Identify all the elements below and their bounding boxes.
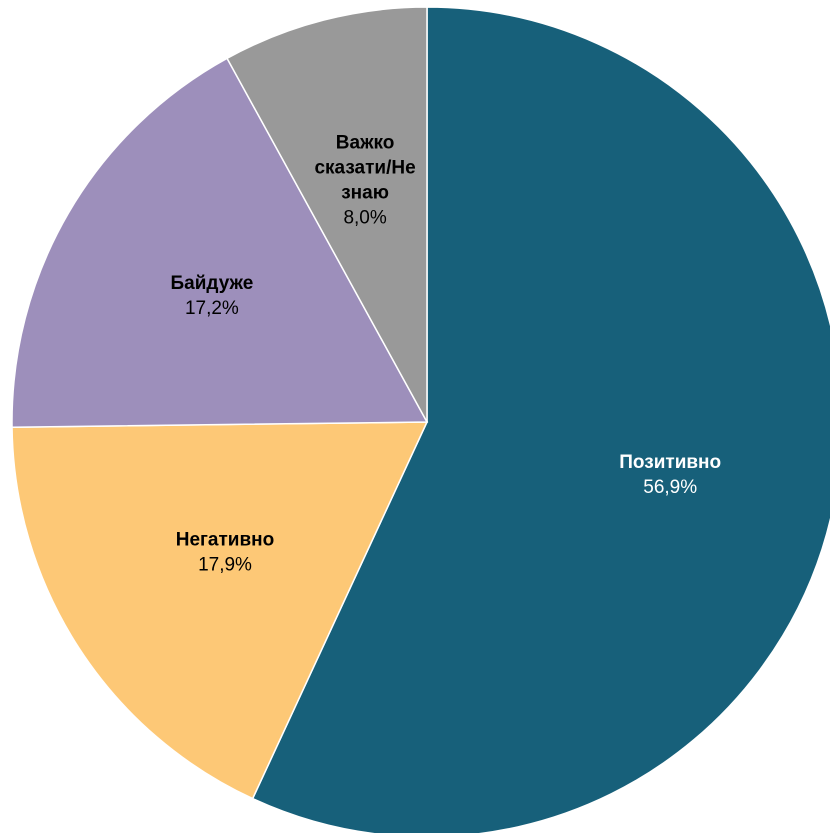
slice-value-label: 56,9% [643, 477, 697, 498]
slice-category-label: знаю [341, 182, 389, 203]
slice-category-label: Негативно [176, 529, 275, 550]
slice-value-label: 8,0% [343, 207, 386, 228]
slice-label-2: Байдуже 17,2% [171, 273, 254, 319]
pie-slice-0 [251, 6, 830, 833]
slice-category-label: Важко [336, 132, 395, 153]
slice-label-1: Негативно 17,9% [176, 529, 275, 575]
slice-category-label: Позитивно [619, 452, 721, 473]
slice-value-label: 17,9% [198, 554, 252, 575]
slice-label-0: Позитивно 56,9% [619, 452, 721, 498]
pie-slice-2 [11, 57, 429, 428]
slice-category-label: Байдуже [171, 273, 254, 294]
slice-category-label: сказати/Не [314, 157, 415, 178]
slice-value-label: 17,2% [185, 298, 239, 319]
slice-label-3: Важко сказати/Не знаю 8,0% [314, 132, 415, 228]
pie-slice-3 [226, 6, 428, 423]
labels-layer: Позитивно 56,9% Негативно 17,9% Байдуже 17,2%… [171, 132, 722, 575]
pie-slice-1 [11, 421, 429, 800]
slices-layer [11, 6, 830, 833]
